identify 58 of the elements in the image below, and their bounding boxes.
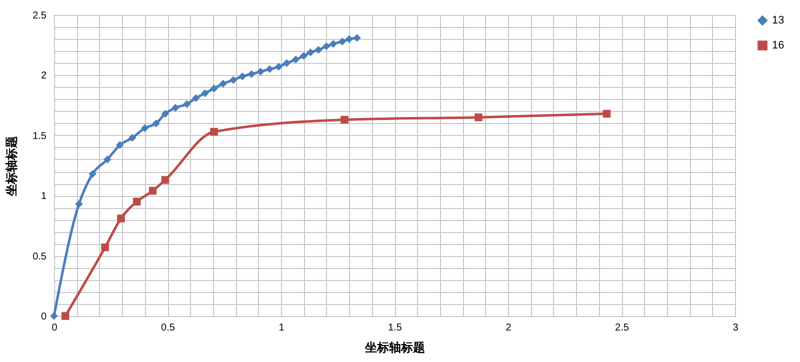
point [117,214,125,222]
point [238,72,246,80]
point [306,48,314,56]
point [602,110,611,118]
y-tick-label: 2 [40,70,47,82]
point [50,312,58,320]
x-tick-label: 2.5 [615,322,630,334]
x-tick-label: 2 [506,322,512,334]
point [101,244,109,252]
x-tick-label: 1.5 [388,322,402,334]
point [116,141,124,149]
x-tick-label: 0.5 [161,322,176,334]
point [266,65,274,74]
point [192,94,200,102]
point [161,176,170,184]
point [314,46,322,54]
point [353,34,361,42]
point [161,110,170,118]
point [128,134,136,142]
point [75,200,83,208]
x-tick-label: 3 [732,322,739,334]
point [219,80,227,88]
point [210,84,218,92]
point [210,128,218,136]
point [329,40,338,48]
legend-label: 13 [772,14,784,26]
point [474,113,482,122]
point [152,119,160,128]
point [229,76,238,84]
point [182,100,191,108]
x-axis-title: 坐标轴标题 [364,340,425,354]
y-tick-label: 0 [40,312,47,322]
y-tick-label: 1.5 [32,130,47,142]
x-tick-label: 0 [52,322,58,334]
y-tick-label: 1 [40,191,47,202]
point [256,68,264,76]
point [338,38,346,46]
legend-label: 16 [772,40,784,52]
point [201,89,209,98]
x-tick-label: 1 [278,322,285,334]
point [140,124,149,132]
point [274,62,283,71]
y-tick-label: 0.5 [32,251,47,262]
point [148,186,157,195]
point [132,198,141,206]
point [292,56,300,64]
point [340,116,348,124]
point [172,104,180,112]
point [88,170,96,178]
point [345,35,353,43]
y-tick-label: 2.5 [32,10,47,22]
point [322,42,330,50]
point [248,70,256,78]
y-axis-title: 坐标轴标题 [4,136,19,197]
point [61,312,70,320]
point [300,52,308,60]
point [103,156,112,164]
point [282,59,291,68]
